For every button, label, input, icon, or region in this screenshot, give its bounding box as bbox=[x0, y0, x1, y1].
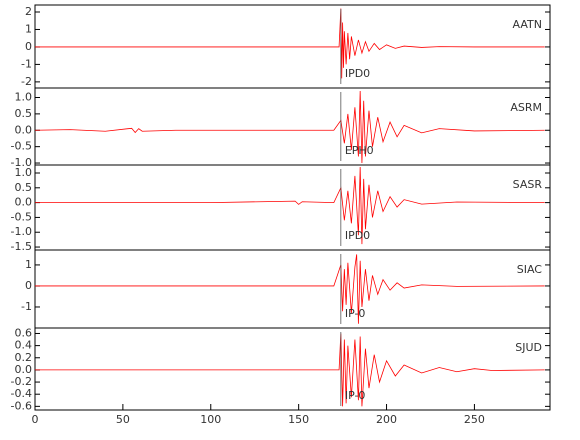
x-tick-label: 0 bbox=[32, 413, 39, 426]
station-label: ASRM bbox=[510, 101, 542, 114]
y-tick-label: -2 bbox=[21, 75, 32, 88]
x-tick-label: 250 bbox=[464, 413, 485, 426]
panel-frame bbox=[34, 327, 551, 411]
y-tick-label: 0 bbox=[25, 279, 32, 292]
panel-frame bbox=[34, 249, 551, 329]
y-tick-label: -0.6 bbox=[11, 399, 32, 412]
panel-frame bbox=[34, 87, 551, 166]
station-label: SJUD bbox=[515, 341, 542, 354]
y-tick-label: -1 bbox=[21, 300, 32, 313]
y-tick-label: -1 bbox=[21, 57, 32, 70]
y-tick-label: -0.4 bbox=[11, 387, 32, 400]
waveform bbox=[35, 8, 545, 79]
y-tick-label: 0.0 bbox=[15, 123, 33, 136]
y-tick-label: 2 bbox=[25, 5, 32, 18]
y-tick-label: -0.5 bbox=[11, 210, 32, 223]
y-tick-label: 1 bbox=[25, 258, 32, 271]
waveform bbox=[35, 333, 545, 407]
y-tick-label: 0.6 bbox=[15, 326, 33, 339]
station-label: SIAC bbox=[517, 263, 543, 276]
y-tick-label: -1.5 bbox=[11, 240, 32, 253]
y-tick-label: 0.0 bbox=[15, 363, 33, 376]
y-tick-label: 0.5 bbox=[15, 181, 33, 194]
x-tick-label: 50 bbox=[116, 413, 130, 426]
y-tick-label: -1.0 bbox=[11, 156, 32, 169]
station-label: SASR bbox=[513, 178, 543, 191]
y-tick-label: 0.2 bbox=[15, 351, 33, 364]
y-tick-label: 0.0 bbox=[15, 196, 33, 209]
y-tick-label: 1.0 bbox=[15, 91, 33, 104]
panel-frame bbox=[34, 4, 551, 89]
y-tick-label: 1 bbox=[25, 22, 32, 35]
waveform bbox=[34, 90, 545, 164]
y-tick-label: -0.5 bbox=[11, 140, 32, 153]
phase-label: IP-0 bbox=[345, 307, 366, 320]
y-tick-label: 0.4 bbox=[15, 339, 33, 352]
phase-label: IPD0 bbox=[345, 229, 370, 242]
station-label: AATN bbox=[513, 18, 542, 31]
y-tick-label: -0.2 bbox=[11, 375, 32, 388]
x-tick-label: 150 bbox=[288, 413, 309, 426]
y-tick-label: -1.0 bbox=[11, 225, 32, 238]
panel-frame bbox=[34, 164, 551, 251]
y-tick-label: 1.0 bbox=[15, 166, 33, 179]
phase-label: IPD0 bbox=[345, 67, 370, 80]
y-tick-label: 0.5 bbox=[15, 107, 33, 120]
x-tick-label: 200 bbox=[376, 413, 397, 426]
phase-label: EPH0 bbox=[345, 144, 374, 157]
waveform bbox=[35, 254, 545, 324]
y-tick-label: 0 bbox=[25, 40, 32, 53]
phase-label: IP-0 bbox=[345, 389, 366, 402]
waveform bbox=[35, 167, 545, 245]
x-tick-label: 100 bbox=[200, 413, 221, 426]
